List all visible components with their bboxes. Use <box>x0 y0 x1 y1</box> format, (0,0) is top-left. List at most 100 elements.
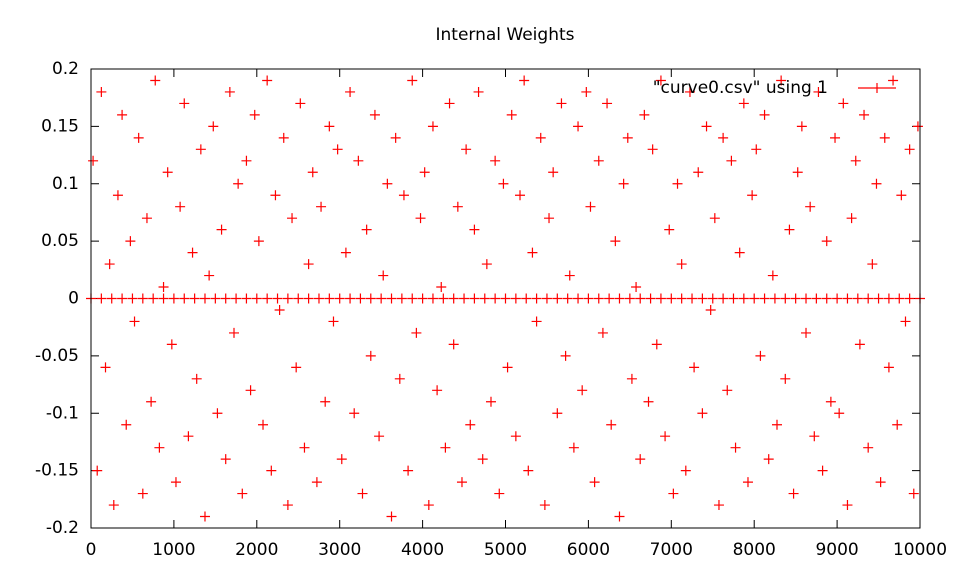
point <box>846 213 857 224</box>
point <box>374 431 385 442</box>
point <box>817 465 828 476</box>
point <box>345 293 356 304</box>
point <box>349 408 360 419</box>
point <box>751 144 762 155</box>
point <box>863 442 874 453</box>
point <box>614 293 625 304</box>
point <box>168 293 179 304</box>
point <box>610 236 621 247</box>
point <box>141 213 152 224</box>
point <box>759 109 770 120</box>
point <box>365 350 376 361</box>
point <box>693 167 704 178</box>
point <box>834 408 845 419</box>
x-tick-label: 0 <box>86 540 97 560</box>
point <box>423 500 434 511</box>
plot-frame <box>90 68 921 529</box>
point <box>892 419 903 430</box>
point <box>448 339 459 350</box>
point <box>523 465 534 476</box>
point <box>854 339 865 350</box>
point <box>324 121 335 132</box>
point <box>651 339 662 350</box>
point <box>705 304 716 315</box>
point <box>796 121 807 132</box>
point <box>521 293 532 304</box>
point <box>199 511 210 522</box>
point <box>548 167 559 178</box>
point <box>875 477 886 488</box>
point <box>583 293 594 304</box>
point <box>96 293 107 304</box>
point <box>336 454 347 465</box>
point <box>709 213 720 224</box>
point <box>763 454 774 465</box>
point <box>531 293 542 304</box>
point <box>879 132 890 143</box>
y-tick-label: -0.2 <box>46 518 79 538</box>
point <box>883 293 894 304</box>
point <box>210 293 221 304</box>
point <box>208 121 219 132</box>
point <box>519 75 530 86</box>
point <box>245 385 256 396</box>
point <box>544 213 555 224</box>
point <box>191 373 202 384</box>
point <box>216 224 227 235</box>
y-tick-label: 0 <box>68 289 79 309</box>
point <box>738 293 749 304</box>
point <box>262 293 273 304</box>
point <box>888 75 899 86</box>
point <box>830 132 841 143</box>
point <box>624 293 635 304</box>
y-tick-label: -0.05 <box>35 346 79 366</box>
point <box>403 465 414 476</box>
point <box>713 500 724 511</box>
point <box>469 224 480 235</box>
point <box>801 293 812 304</box>
y-tick-label: -0.15 <box>35 461 79 481</box>
point <box>593 155 604 166</box>
y-tick-label: 0.1 <box>52 174 79 194</box>
point <box>680 465 691 476</box>
point <box>469 293 480 304</box>
point <box>552 408 563 419</box>
point <box>790 293 801 304</box>
point <box>249 109 260 120</box>
point <box>602 98 613 109</box>
point <box>461 144 472 155</box>
point <box>303 259 314 270</box>
point <box>593 293 604 304</box>
point <box>687 293 698 304</box>
point <box>106 293 117 304</box>
point <box>166 339 177 350</box>
point <box>150 75 161 86</box>
point <box>108 500 119 511</box>
point <box>345 86 356 97</box>
chart-title: Internal Weights <box>435 25 574 45</box>
point <box>527 247 538 258</box>
point <box>643 396 654 407</box>
point <box>645 293 656 304</box>
point <box>655 75 666 86</box>
point <box>133 132 144 143</box>
point <box>137 293 148 304</box>
x-tick-label: 10000 <box>893 540 947 560</box>
point <box>635 454 646 465</box>
point <box>805 201 816 212</box>
point <box>842 293 853 304</box>
point <box>780 293 791 304</box>
point <box>618 178 629 189</box>
point <box>631 282 642 293</box>
point <box>568 442 579 453</box>
point <box>117 109 128 120</box>
point <box>427 293 438 304</box>
point <box>728 293 739 304</box>
point <box>162 167 173 178</box>
point <box>353 155 364 166</box>
point <box>241 293 252 304</box>
point <box>175 201 186 212</box>
point <box>850 155 861 166</box>
point <box>515 190 526 201</box>
point <box>291 362 302 373</box>
